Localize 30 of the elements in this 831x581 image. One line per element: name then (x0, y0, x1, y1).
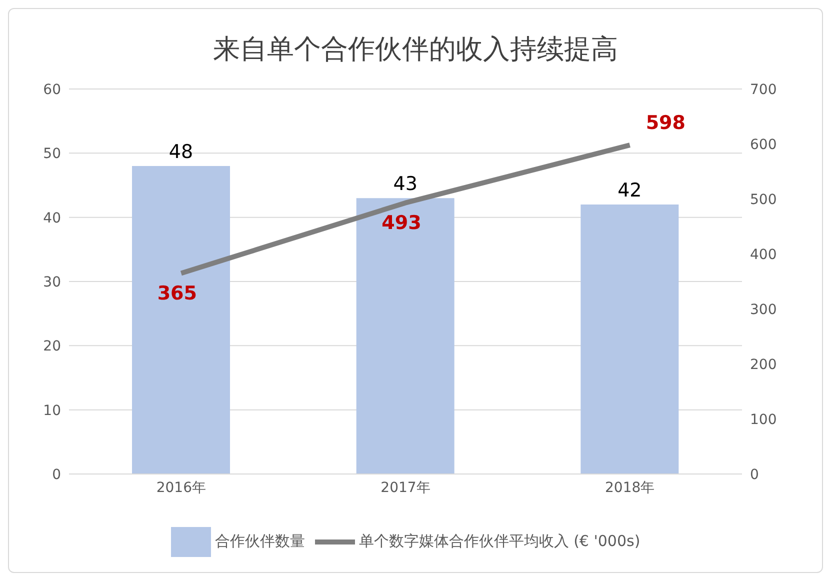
legend-label: 单个数字媒体合作伙伴平均收入 (€ '000s) (358, 532, 640, 550)
x-tick-label: 2017年 (380, 480, 430, 496)
y-tick-label: 50 (43, 146, 61, 162)
data-label: 43 (393, 173, 418, 196)
y2-tick-label: 400 (750, 246, 777, 263)
data-label: 42 (618, 180, 642, 202)
bar (580, 204, 679, 474)
y-tick-label: 10 (43, 402, 61, 419)
data-label: 48 (168, 141, 194, 163)
y2-tick-label: 300 (750, 302, 777, 318)
y2-tick-label: 200 (750, 356, 777, 373)
x-tick-label: 2016年 (156, 480, 206, 496)
bar (132, 166, 230, 474)
data-label: 493 (382, 212, 422, 234)
y-tick-label: 60 (43, 82, 61, 98)
chart-title: 来自单个合作伙伴的收入持续提高 (212, 33, 619, 67)
y2-tick-label: 100 (750, 412, 777, 428)
x-tick-label: 2018年 (605, 480, 655, 496)
y-tick-label: 40 (43, 210, 61, 226)
data-label: 598 (646, 112, 686, 134)
legend-label: 合作伙伴数量 (214, 532, 305, 550)
y2-tick-label: 500 (750, 192, 777, 208)
y2-tick-label: 700 (750, 82, 777, 98)
y-tick-label: 0 (52, 466, 61, 483)
y2-tick-label: 0 (750, 466, 759, 483)
data-label: 365 (157, 282, 198, 304)
y-tick-label: 30 (43, 274, 61, 290)
bar (356, 198, 454, 474)
y2-tick-label: 600 (750, 136, 777, 153)
y-tick-label: 20 (43, 338, 61, 355)
